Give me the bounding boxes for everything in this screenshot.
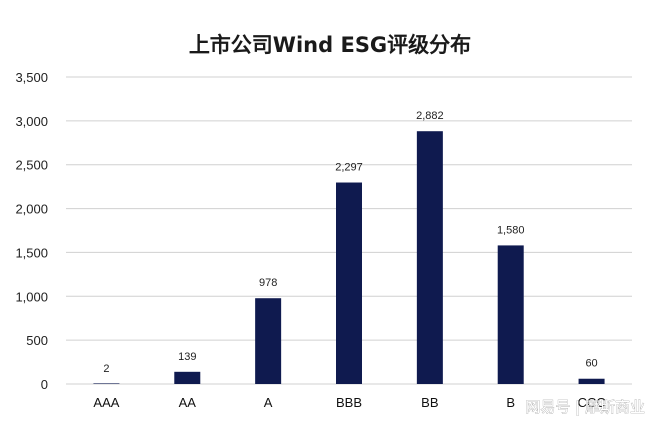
data-label-a: 978 [259, 277, 277, 289]
x-tick-label-bb: BB [421, 395, 438, 410]
data-label-aa: 139 [178, 351, 196, 363]
bars [93, 131, 605, 384]
bar-a [255, 298, 282, 384]
data-label-aaa: 2 [103, 363, 109, 375]
x-axis-ticks: AAA AA A BBB BB B CCC [93, 395, 605, 410]
bar-bb [416, 131, 443, 384]
bar-aaa [93, 383, 120, 384]
y-tick-label: 500 [26, 333, 48, 348]
x-tick-label-bbb: BBB [336, 395, 362, 410]
bar-ccc [578, 378, 605, 384]
bar-bbb [336, 182, 362, 384]
chart-title: 上市公司Wind ESG评级分布 [189, 33, 471, 57]
y-tick-label: 2,500 [15, 158, 48, 173]
y-axis-ticks: 0 500 1,000 1,500 2,000 2,500 3,000 3,500 [15, 70, 48, 392]
x-tick-label-aa: AA [179, 395, 197, 410]
data-label-b: 1,580 [497, 224, 525, 236]
data-label-bb: 2,882 [416, 110, 444, 122]
watermark-text: 网易号 | 摩斯商业 [525, 398, 645, 416]
data-labels: 2 139 978 2,297 2,882 1,580 60 [103, 110, 597, 375]
bar-aa [174, 371, 201, 384]
bar-b [497, 245, 524, 384]
x-tick-label-ccc: CCC [577, 395, 605, 410]
x-tick-label-aaa: AAA [93, 395, 119, 410]
data-label-ccc: 60 [585, 358, 597, 370]
y-tick-label: 1,000 [15, 289, 48, 304]
y-tick-label: 2,000 [15, 202, 48, 217]
x-tick-label-b: B [506, 395, 515, 410]
y-tick-label: 1,500 [15, 245, 48, 260]
x-tick-label-a: A [264, 395, 273, 410]
y-tick-label: 3,000 [15, 114, 48, 129]
y-tick-label: 3,500 [15, 70, 48, 85]
y-tick-label: 0 [41, 377, 48, 392]
data-label-bbb: 2,297 [335, 162, 363, 174]
